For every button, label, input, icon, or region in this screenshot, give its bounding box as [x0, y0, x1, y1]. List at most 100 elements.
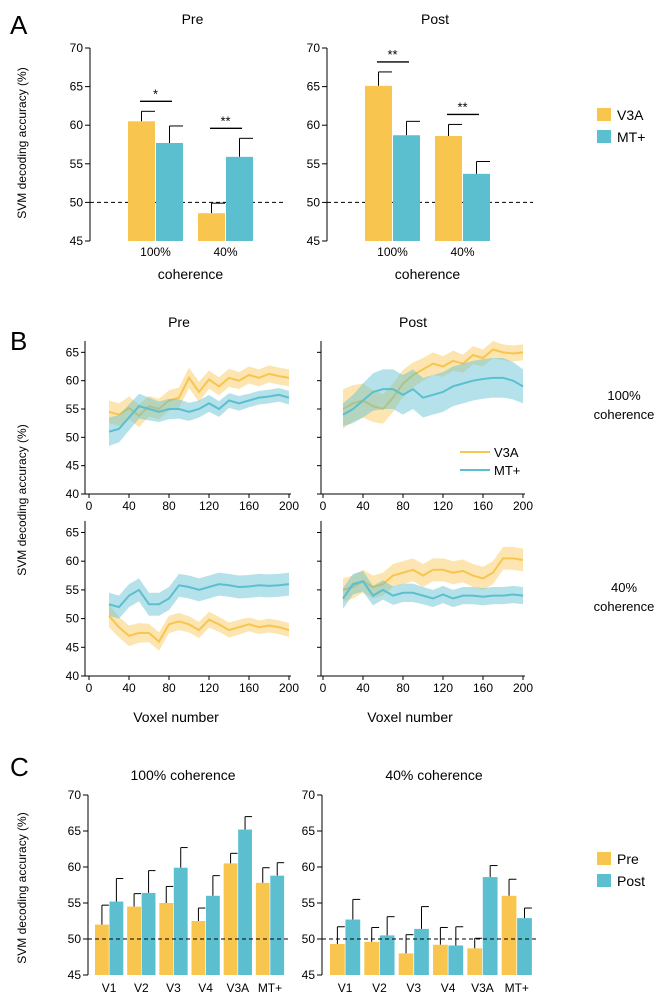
panel-c-bar	[448, 945, 464, 975]
panel-b-y-tick-label: 50	[66, 430, 80, 444]
panel-b-series-line	[342, 376, 524, 416]
panel-b-x-tick-label: 120	[433, 681, 453, 695]
panel-a-category-label: 40%	[450, 245, 474, 259]
panel-c-y-tick-label: 50	[68, 932, 82, 946]
panel-label-a: A	[10, 10, 28, 40]
panel-a-bar	[463, 173, 490, 241]
panel-c-category-label: MT+	[505, 981, 529, 995]
panel-b-x-tick-label: 160	[239, 681, 259, 695]
panel-b-x-tick-label: 200	[513, 681, 533, 695]
panel-c-bar	[223, 863, 238, 975]
panel-c-bar	[95, 924, 109, 975]
panel-b-series-line	[108, 393, 290, 433]
panel-a-y-tick-label: 50	[70, 195, 84, 209]
panel-a-y-tick-label: 60	[307, 118, 321, 132]
panel-b-x-tick-label: 40	[356, 681, 370, 695]
panel-b-legend-label: V3A	[494, 445, 519, 460]
panel-a-significance-stars: *	[153, 86, 158, 101]
panel-c-bar	[270, 875, 285, 975]
panel-c-y-tick-label: 55	[302, 896, 316, 910]
panel-c-category-label: V3A	[471, 981, 494, 995]
panel-c-bar	[255, 882, 270, 975]
panel-a-bar	[226, 156, 253, 241]
panel-b-error-band	[109, 572, 289, 619]
panel-c-legend-swatch	[597, 874, 611, 887]
panel-c-bar	[501, 895, 517, 975]
panel-c-category-label: V3A	[226, 981, 249, 995]
panel-c-y-tick-label: 50	[302, 932, 316, 946]
panel-c-bar	[379, 935, 395, 975]
panel-a-xlabel: coherence	[395, 266, 461, 282]
panel-b-error-band	[343, 341, 523, 429]
panel-b-x-tick-label: 0	[86, 681, 93, 695]
panel-a-category-label: 40%	[213, 245, 237, 259]
panel-b-x-tick-label: 160	[473, 681, 493, 695]
panel-c-bar	[205, 895, 220, 975]
panel-a-y-tick-label: 70	[307, 41, 321, 55]
panel-c-ylabel: SVM decoding accuracy (%)	[15, 812, 29, 963]
panel-b-legend-label: MT+	[494, 463, 520, 478]
panel-b-series-line	[342, 580, 524, 600]
panel-b-x-tick-label: 120	[433, 499, 453, 513]
panel-label-c: C	[10, 752, 29, 782]
panel-c-category-label: V4	[198, 981, 213, 995]
panel-b-error-band	[343, 570, 523, 609]
panel-b-x-tick-label: 120	[199, 499, 219, 513]
panel-c-bar	[191, 921, 206, 975]
panel-c-bar	[433, 944, 448, 975]
panel-b-y-tick-label: 65	[66, 345, 80, 359]
panel-a-category-label: 100%	[377, 245, 408, 259]
panel-b-x-tick-label: 200	[279, 499, 299, 513]
panel-a-y-tick-label: 65	[70, 80, 84, 94]
panel-b-y-tick-label: 55	[66, 583, 80, 597]
panel-c-bar	[517, 918, 532, 975]
panel-b-y-tick-label: 45	[66, 640, 80, 654]
panel-a-title: Pre	[182, 11, 204, 27]
panel-b-y-tick-label: 60	[66, 554, 80, 568]
panel-a-y-tick-label: 55	[70, 157, 84, 171]
panel-b-x-tick-label: 120	[199, 681, 219, 695]
panel-c-legend-label: Post	[617, 873, 645, 889]
panel-b-xlabel: Voxel number	[367, 709, 453, 725]
panel-a-y-tick-label: 60	[70, 118, 84, 132]
panel-b-line-charts: Pre Post 100% coherence 40% coherence 40 45 50 55…	[66, 314, 655, 725]
panel-b-series-line	[342, 348, 524, 411]
panel-b-error-band	[109, 604, 289, 651]
panel-b-row-label: coherence	[594, 407, 655, 422]
panel-b-series-line	[108, 372, 290, 418]
panel-a-legend-swatch	[597, 108, 611, 121]
panel-b-x-tick-label: 40	[122, 681, 136, 695]
panel-b-error-band	[343, 546, 523, 602]
panel-c-bar	[173, 867, 188, 975]
panel-b-x-tick-label: 0	[86, 499, 93, 513]
panel-c-y-tick-label: 60	[68, 860, 82, 874]
panel-b-y-tick-label: 60	[66, 374, 80, 388]
panel-c-bar	[364, 941, 380, 975]
panel-b-y-tick-label: 45	[66, 459, 80, 473]
panel-b-x-tick-label: 40	[122, 499, 136, 513]
panel-a-bar	[156, 142, 183, 241]
panel-c-bar	[414, 928, 429, 975]
panel-label-b: B	[10, 326, 27, 356]
panel-a-bar	[365, 85, 392, 241]
panel-c-category-label: V1	[102, 981, 117, 995]
panel-c-bar-charts: 100% coherence 45 50 55 60 65 70 V1 V2 V3 V4 V3A MT+…	[68, 767, 645, 995]
panel-a-bar	[198, 213, 225, 241]
panel-b-x-tick-label: 200	[279, 681, 299, 695]
panel-a-y-tick-label: 70	[70, 41, 84, 55]
panel-c-bar	[482, 877, 498, 975]
panel-c-y-tick-label: 60	[302, 860, 316, 874]
panel-b-x-tick-label: 200	[513, 499, 533, 513]
panel-b-x-tick-label: 0	[320, 499, 327, 513]
panel-b-x-tick-label: 80	[396, 681, 410, 695]
panel-b-y-tick-label: 40	[66, 669, 80, 683]
panel-b-x-tick-label: 40	[356, 499, 370, 513]
panel-a-legend-label: V3A	[617, 107, 644, 123]
panel-a-y-tick-label: 55	[307, 157, 321, 171]
panel-c-category-label: V4	[441, 981, 456, 995]
panel-b-y-tick-label: 50	[66, 612, 80, 626]
panel-b-series-line	[342, 557, 524, 591]
panel-c-category-label: V3	[406, 981, 421, 995]
panel-c-bar	[467, 948, 483, 975]
panel-a-significance-stars: **	[220, 113, 230, 128]
